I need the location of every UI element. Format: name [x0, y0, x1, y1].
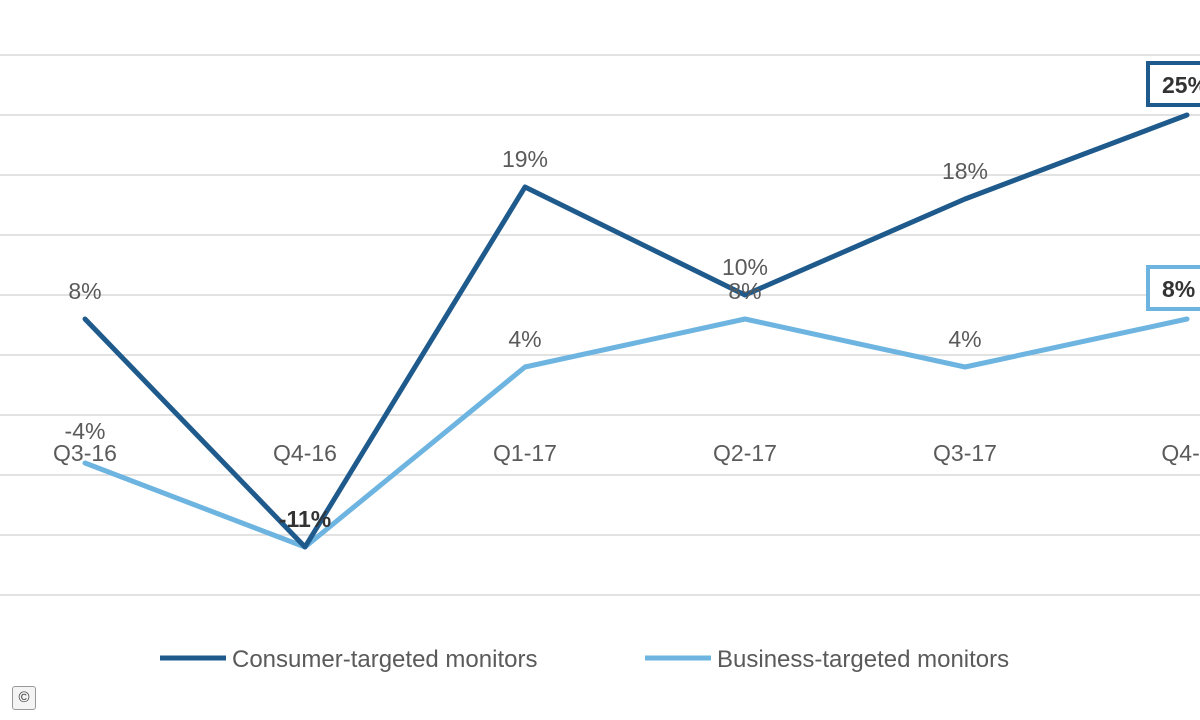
x-tick-label: Q4-1: [1161, 440, 1200, 466]
series-line-business: [82, 316, 1190, 550]
x-tick-label: Q1-17: [493, 440, 557, 466]
x-tick-label: Q4-16: [273, 440, 337, 466]
gridlines: [0, 54, 1200, 596]
x-tick-label: Q3-17: [933, 440, 997, 466]
x-tick-label: Q2-17: [713, 440, 777, 466]
legend: Consumer-targeted monitors Business-targ…: [160, 646, 1009, 673]
data-label: 8%: [1162, 276, 1195, 302]
series-line-consumer: [82, 112, 1190, 550]
data-label: 25%: [1162, 72, 1200, 98]
highlight-box: [1146, 61, 1200, 107]
data-label: 18%: [942, 158, 988, 184]
data-labels: 8% -11% 19% 10% 18% 25% -4% 4% 8% 4% 8%: [65, 61, 1200, 532]
copyright-badge: ©: [12, 686, 36, 710]
legend-label-consumer: Consumer-targeted monitors: [232, 646, 537, 673]
data-label: 4%: [948, 326, 981, 352]
data-label: 8%: [728, 278, 761, 304]
legend-label-business: Business-targeted monitors: [717, 646, 1009, 673]
data-label: -4%: [65, 418, 106, 444]
data-label: 19%: [502, 146, 548, 172]
highlight-box: [1146, 265, 1200, 311]
data-label: 4%: [508, 326, 541, 352]
series-lines: [82, 112, 1190, 550]
data-label: -11%: [279, 506, 331, 532]
data-label: 10%: [722, 254, 768, 280]
data-label: 8%: [68, 278, 101, 304]
